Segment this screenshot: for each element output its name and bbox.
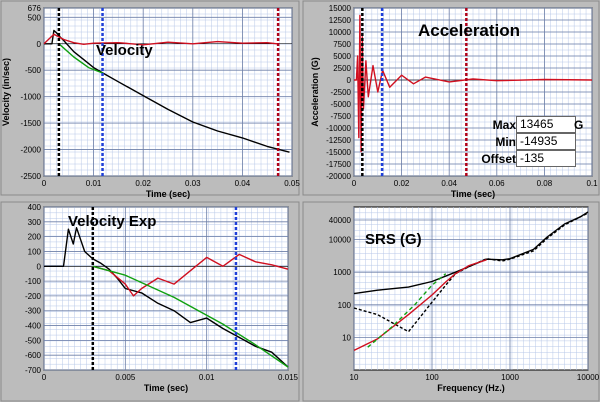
- x-tick-label: 0.01: [199, 373, 215, 382]
- y-tick-label: -1000: [21, 93, 42, 102]
- stat-max-unit: G: [574, 118, 584, 132]
- y-tick-label: -2500: [21, 172, 42, 181]
- y-tick-label: 676: [28, 4, 42, 13]
- y-tick-label: -5000: [331, 100, 352, 109]
- x-tick-label: 100: [425, 373, 439, 382]
- chart-velocity-exp: 0 0.005 0.01 0.015 400 300 200 100 0 -100 -200 -300…: [0, 201, 300, 402]
- y-tick-label: -500: [25, 336, 42, 345]
- y-tick-label: -100: [25, 277, 42, 286]
- y-tick-label: 400: [28, 203, 42, 212]
- y-tick-label: 40000: [329, 216, 352, 225]
- series-line: [354, 14, 593, 153]
- y-tick-label: 15000: [329, 4, 352, 13]
- chart-title: Acceleration: [418, 21, 520, 40]
- series-line: [353, 259, 487, 352]
- x-axis-label: Time (sec): [146, 189, 190, 199]
- y-tick-label: -7500: [331, 112, 352, 121]
- series-line: [353, 212, 589, 333]
- x-tick-label: 0.05: [284, 179, 300, 188]
- y-tick-label: -12500: [326, 136, 351, 145]
- x-tick-label: 0: [42, 373, 47, 382]
- y-tick-label: -10000: [326, 124, 351, 133]
- stat-min-value: -14935: [516, 133, 576, 150]
- x-tick-label: 0: [352, 179, 357, 188]
- y-axis-label: Velocity (in/sec): [1, 58, 11, 126]
- grid: [44, 8, 292, 176]
- y-tick-label: 100: [28, 247, 42, 256]
- series-line: [44, 226, 289, 368]
- y-tick-label: 10: [342, 333, 351, 342]
- y-tick-label: -300: [25, 307, 42, 316]
- y-tick-label: 10000: [329, 28, 352, 37]
- y-tick-label: 100: [338, 301, 352, 310]
- x-tick-label: 0.04: [235, 179, 251, 188]
- grid: [354, 207, 588, 370]
- y-tick-label: -700: [25, 366, 42, 375]
- chart-acceleration: 0 0.02 0.04 0.06 0.08 0.1 15000 12500 10000 7500 5…: [302, 0, 600, 199]
- y-tick-label: 300: [28, 218, 42, 227]
- x-tick-label: 0.06: [489, 179, 505, 188]
- series-line: [92, 265, 289, 368]
- stat-offset-value: -135: [516, 150, 576, 167]
- chart-title: Velocity Exp: [68, 213, 156, 230]
- y-tick-label: 1000: [333, 268, 351, 277]
- y-tick-label: 0: [347, 76, 352, 85]
- series-line: [367, 273, 447, 348]
- y-tick-label: 500: [28, 13, 42, 22]
- x-tick-label: 0.02: [135, 179, 151, 188]
- y-tick-label: 7500: [333, 40, 351, 49]
- x-tick-label: 0.04: [441, 179, 457, 188]
- x-tick-label: 1000: [501, 373, 519, 382]
- x-tick-label: 0.01: [86, 179, 102, 188]
- y-tick-label: -600: [25, 351, 42, 360]
- y-tick-label: -500: [25, 66, 42, 75]
- x-tick-label: 10000: [577, 373, 600, 382]
- series-line: [92, 253, 289, 297]
- stat-max-value: 13465: [516, 116, 576, 133]
- series-line: [58, 43, 104, 75]
- series-line: [43, 33, 278, 46]
- x-tick-label: 0.1: [586, 179, 598, 188]
- stat-min-label: Min: [495, 135, 516, 149]
- x-tick-label: 0.005: [115, 373, 136, 382]
- x-tick-label: 0.02: [394, 179, 410, 188]
- grid: [44, 207, 288, 370]
- stat-max-label: Max: [492, 118, 516, 132]
- y-tick-label: 5000: [333, 52, 351, 61]
- x-axis-label: Time (sec): [144, 383, 188, 393]
- chart-title: SRS (G): [365, 231, 422, 248]
- y-tick-label: -400: [25, 322, 42, 331]
- chart-title: Velocity: [96, 42, 153, 59]
- y-tick-label: 2500: [333, 64, 351, 73]
- x-tick-label: 0: [42, 179, 47, 188]
- chart-srs: 10 100 1000 10000 10 100 1000 10000 40000 SRS (G)…: [302, 201, 600, 402]
- x-axis-label: Frequency (Hz.): [437, 383, 505, 393]
- x-tick-label: 0.015: [278, 373, 299, 382]
- y-tick-label: 12500: [329, 16, 352, 25]
- x-tick-label: 0.08: [537, 179, 553, 188]
- x-tick-label: 0.03: [185, 179, 201, 188]
- y-tick-label: 10000: [329, 236, 352, 245]
- x-tick-label: 10: [350, 373, 359, 382]
- y-tick-label: 200: [28, 233, 42, 242]
- y-tick-label: -20000: [326, 172, 351, 181]
- y-tick-label: -2000: [21, 146, 42, 155]
- y-tick-label: -200: [25, 292, 42, 301]
- x-axis-label: Time (sec): [451, 189, 495, 199]
- y-tick-label: -1500: [21, 119, 42, 128]
- series-line: [44, 29, 290, 153]
- y-tick-label: -2500: [331, 88, 352, 97]
- y-tick-label: 0: [37, 262, 42, 271]
- y-tick-label: -15000: [326, 148, 351, 157]
- y-axis-label: Acceleration (G): [310, 57, 320, 127]
- y-tick-label: 0: [37, 40, 42, 49]
- y-tick-label: -17500: [326, 160, 351, 169]
- stat-offset-label: Offset: [481, 152, 516, 166]
